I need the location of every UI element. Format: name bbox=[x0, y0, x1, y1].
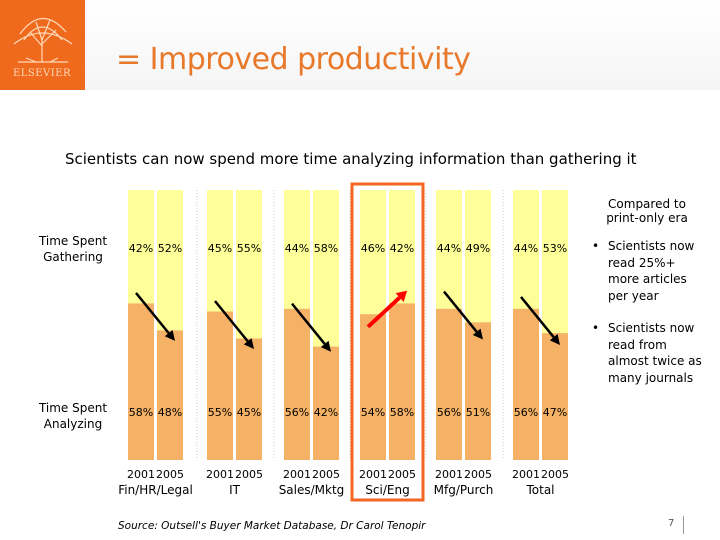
analyzing-label: 56% bbox=[437, 406, 461, 419]
analyzing-label: 48% bbox=[158, 406, 182, 419]
analyzing-label: 56% bbox=[514, 406, 538, 419]
year-label: 2005 bbox=[312, 468, 340, 481]
bar-analyzing bbox=[513, 308, 539, 460]
bar-analyzing bbox=[389, 303, 415, 460]
year-label: 2005 bbox=[156, 468, 184, 481]
row-label-gathering: Time Spent Gathering bbox=[38, 234, 108, 264]
gathering-label: 42% bbox=[390, 242, 414, 255]
highlight-trend-arrow bbox=[366, 296, 402, 329]
year-label: 2001 bbox=[283, 468, 311, 481]
trend-arrow bbox=[520, 296, 555, 338]
trend-arrow bbox=[135, 292, 170, 334]
highlight-box bbox=[350, 182, 425, 502]
year-label: 2001 bbox=[206, 468, 234, 481]
bar-gathering bbox=[128, 190, 154, 304]
bar-analyzing bbox=[313, 346, 339, 460]
arrow-head bbox=[549, 334, 560, 345]
category-label: Sci/Eng bbox=[365, 483, 409, 497]
tree-logo-icon bbox=[13, 17, 73, 63]
gathering-label: 46% bbox=[361, 242, 385, 255]
logo-text: ELSEVIER bbox=[12, 68, 72, 79]
year-label: 2001 bbox=[435, 468, 463, 481]
year-label: 2005 bbox=[388, 468, 416, 481]
bullet-list: Scientists now read 25%+ more articles p… bbox=[590, 238, 702, 402]
title-bar bbox=[85, 0, 720, 90]
bar-gathering bbox=[313, 190, 339, 347]
bullet-articles: Scientists now read 25%+ more articles p… bbox=[590, 238, 702, 304]
gathering-label: 45% bbox=[208, 242, 232, 255]
category-label: Fin/HR/Legal bbox=[118, 483, 193, 497]
year-label: 2001 bbox=[127, 468, 155, 481]
bar-gathering bbox=[513, 190, 539, 309]
gathering-label: 53% bbox=[543, 242, 567, 255]
bar-analyzing bbox=[436, 308, 462, 460]
gathering-label: 42% bbox=[129, 242, 153, 255]
arrow-head bbox=[320, 340, 331, 352]
bar-gathering bbox=[389, 190, 415, 304]
bar-gathering bbox=[465, 190, 491, 323]
year-label: 2001 bbox=[359, 468, 387, 481]
compared-note: Compared to print-only era bbox=[606, 197, 688, 225]
trend-arrow bbox=[291, 302, 326, 345]
gathering-label: 44% bbox=[437, 242, 461, 255]
year-label: 2005 bbox=[464, 468, 492, 481]
gathering-label: 58% bbox=[314, 242, 338, 255]
year-label: 2005 bbox=[541, 468, 569, 481]
bullet-journals: Scientists now read from almost twice as… bbox=[590, 320, 702, 386]
bar-analyzing bbox=[465, 322, 491, 460]
subtitle: Scientists can now spend more time analy… bbox=[65, 150, 637, 168]
arrow-head bbox=[164, 329, 175, 341]
analyzing-label: 51% bbox=[466, 406, 490, 419]
bar-analyzing bbox=[542, 333, 568, 460]
analyzing-label: 58% bbox=[129, 406, 153, 419]
bar-analyzing bbox=[157, 330, 183, 460]
analyzing-label: 45% bbox=[237, 406, 261, 419]
trend-arrow bbox=[214, 300, 249, 343]
page-divider bbox=[683, 516, 684, 534]
arrow-head bbox=[472, 328, 483, 340]
bar-gathering bbox=[360, 190, 386, 315]
gathering-label: 49% bbox=[466, 242, 490, 255]
page-number: 7 bbox=[668, 518, 675, 529]
elsevier-logo: ELSEVIER bbox=[0, 0, 85, 90]
category-label: IT bbox=[229, 483, 241, 497]
bar-analyzing bbox=[360, 314, 386, 460]
gathering-label: 52% bbox=[158, 242, 182, 255]
analyzing-label: 42% bbox=[314, 406, 338, 419]
bar-analyzing bbox=[207, 311, 233, 460]
year-label: 2001 bbox=[512, 468, 540, 481]
category-label: Sales/Mktg bbox=[279, 483, 345, 497]
row-label-analyzing: Time Spent Analyzing bbox=[38, 401, 108, 431]
category-label: Total bbox=[525, 483, 554, 497]
year-label: 2005 bbox=[235, 468, 263, 481]
bar-gathering bbox=[436, 190, 462, 309]
category-label: Mfg/Purch bbox=[434, 483, 494, 497]
gathering-label: 44% bbox=[514, 242, 538, 255]
analyzing-label: 56% bbox=[285, 406, 309, 419]
source-note: Source: Outsell's Buyer Market Database,… bbox=[118, 520, 426, 532]
bar-analyzing bbox=[284, 308, 310, 460]
bar-gathering bbox=[284, 190, 310, 309]
bar-gathering bbox=[157, 190, 183, 331]
bar-analyzing bbox=[128, 303, 154, 460]
bar-gathering bbox=[542, 190, 568, 334]
highlight-arrow-head bbox=[395, 290, 407, 302]
gathering-label: 55% bbox=[237, 242, 261, 255]
bar-gathering bbox=[207, 190, 233, 312]
analyzing-label: 54% bbox=[361, 406, 385, 419]
trend-arrow bbox=[443, 290, 478, 333]
bar-gathering bbox=[236, 190, 262, 339]
bar-analyzing bbox=[236, 338, 262, 460]
arrow-head bbox=[243, 338, 254, 349]
page-title: = Improved productivity bbox=[116, 42, 471, 77]
gathering-label: 44% bbox=[285, 242, 309, 255]
analyzing-label: 55% bbox=[208, 406, 232, 419]
analyzing-label: 58% bbox=[390, 406, 414, 419]
analyzing-label: 47% bbox=[543, 406, 567, 419]
